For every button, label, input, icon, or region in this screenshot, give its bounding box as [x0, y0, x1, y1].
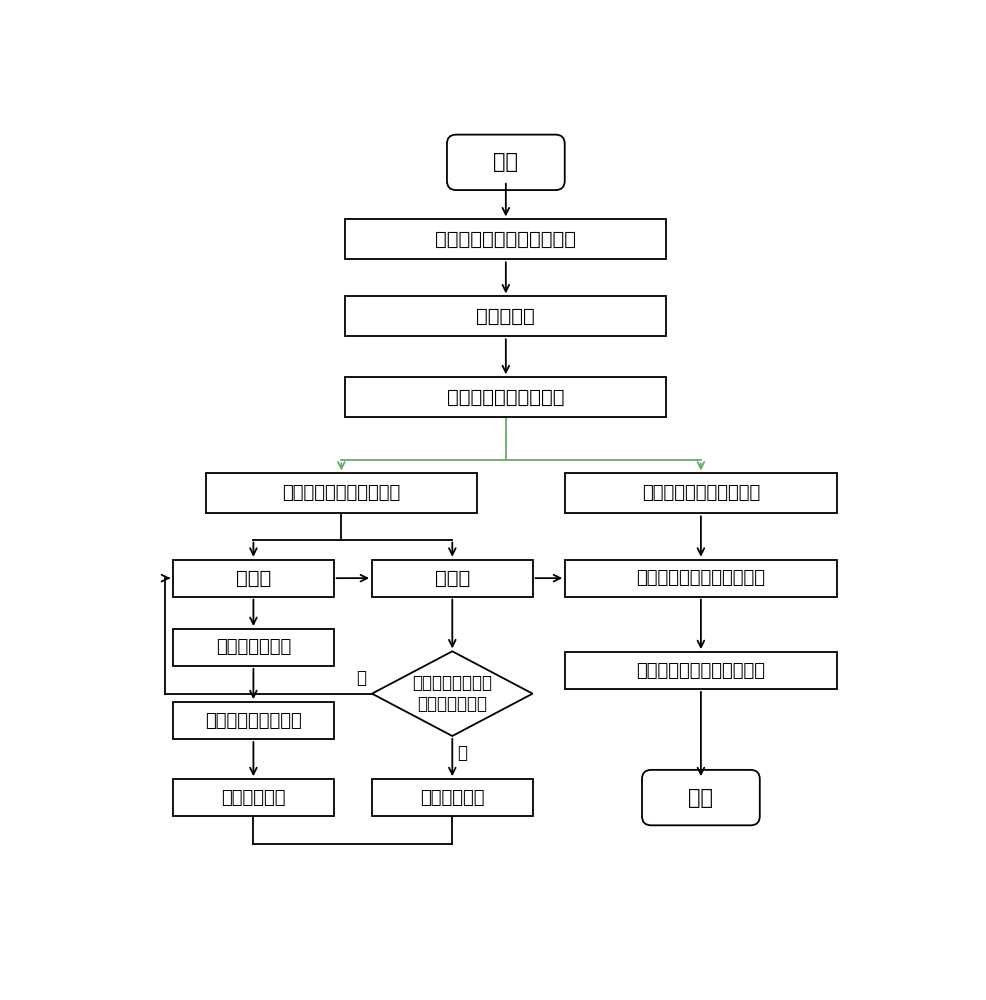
Text: 智能电表故障实时预测模型: 智能电表故障实时预测模型: [636, 569, 764, 587]
Text: 智能电表故障决策树: 智能电表故障决策树: [205, 712, 302, 730]
Bar: [372, 560, 532, 597]
Text: 用电信息采集系统基础数据: 用电信息采集系统基础数据: [435, 230, 576, 249]
Text: 智能电表故障实时预测结果: 智能电表故障实时预测结果: [636, 662, 764, 680]
Bar: [345, 219, 666, 259]
Bar: [565, 652, 836, 689]
Text: 数据预处理: 数据预处理: [476, 307, 534, 326]
Text: 是: 是: [457, 744, 466, 762]
Text: 智能电表故障预测
正确率是否满足: 智能电表故障预测 正确率是否满足: [412, 674, 492, 713]
Text: 开始: 开始: [493, 152, 518, 172]
Bar: [173, 702, 333, 739]
Text: 智能电表历史故障数据库: 智能电表历史故障数据库: [282, 484, 400, 502]
Bar: [345, 377, 666, 417]
Bar: [205, 473, 476, 513]
FancyBboxPatch shape: [641, 770, 759, 825]
Text: 初步分类规则: 初步分类规则: [221, 789, 285, 807]
Text: 采用决策树算法: 采用决策树算法: [216, 638, 291, 656]
Bar: [173, 629, 333, 666]
Text: 确定分类规则: 确定分类规则: [420, 789, 484, 807]
Polygon shape: [372, 651, 532, 736]
Text: 结束: 结束: [687, 788, 713, 808]
Text: 测试集: 测试集: [434, 569, 469, 588]
Bar: [565, 560, 836, 597]
Text: 训练集: 训练集: [236, 569, 271, 588]
Bar: [173, 779, 333, 816]
Bar: [345, 296, 666, 336]
Text: 智能电表实时故障数据库: 智能电表实时故障数据库: [641, 484, 759, 502]
Text: 否: 否: [356, 669, 366, 687]
Text: 智能电表故障判断模型: 智能电表故障判断模型: [447, 388, 564, 407]
FancyBboxPatch shape: [447, 135, 564, 190]
Bar: [565, 473, 836, 513]
Bar: [372, 779, 532, 816]
Bar: [173, 560, 333, 597]
